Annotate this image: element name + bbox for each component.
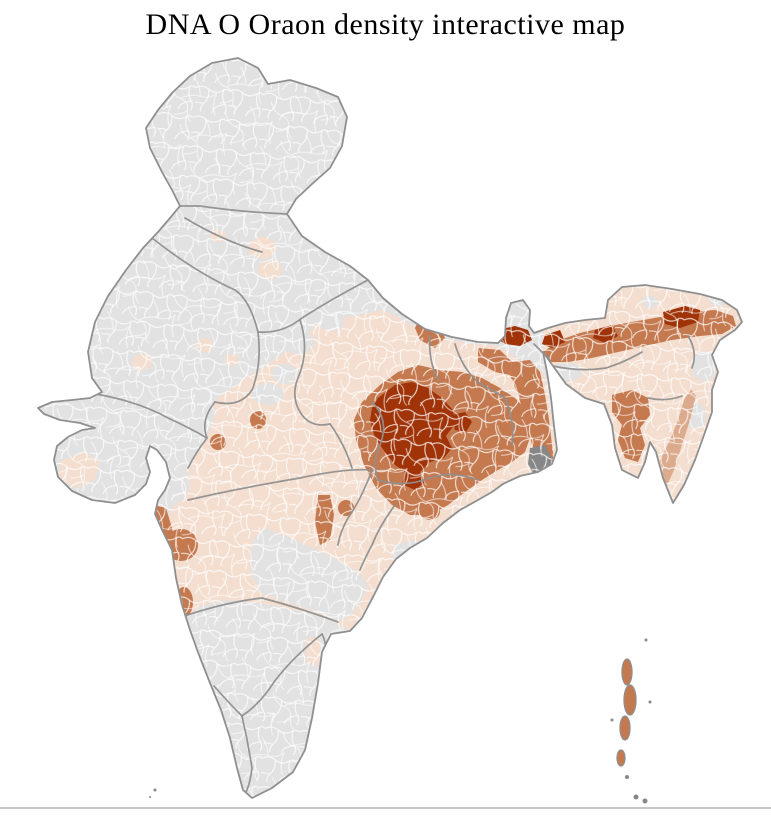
bottom-divider xyxy=(0,807,771,809)
india-coastline xyxy=(37,57,743,799)
state-boundaries xyxy=(95,205,696,793)
page-title: DNA O Oraon density interactive map xyxy=(145,8,626,41)
andaman-islands[interactable] xyxy=(616,658,637,767)
small-islands xyxy=(149,638,652,804)
